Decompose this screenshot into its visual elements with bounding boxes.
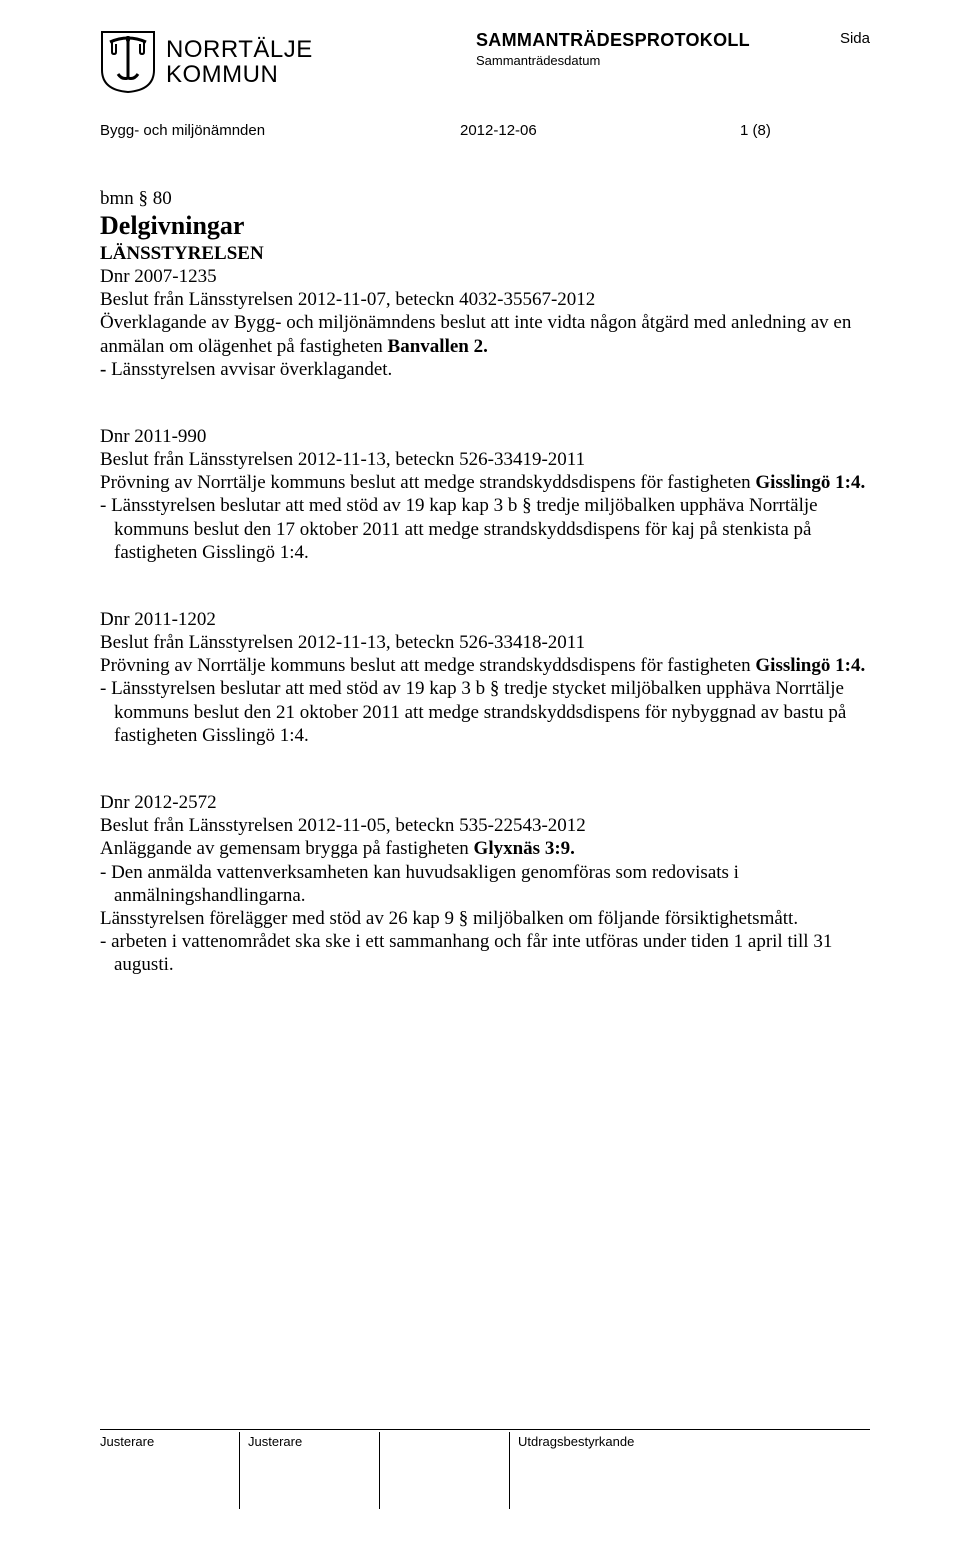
- content: bmn § 80 Delgivningar LÄNSSTYRELSEN Dnr …: [100, 187, 870, 976]
- entry-dnr: Dnr 2007-1235: [100, 265, 870, 288]
- entry-body: Överklagande av Bygg- och miljönämndens …: [100, 311, 870, 357]
- protocol-title: SAMMANTRÄDESPROTOKOLL: [476, 30, 750, 51]
- entry-body-bold: Gisslingö 1:4.: [755, 472, 865, 493]
- section-ref: bmn § 80: [100, 187, 870, 210]
- entry-body-pre: Prövning av Norrtälje kommuns beslut att…: [100, 655, 755, 676]
- subhead: LÄNSSTYRELSEN: [100, 242, 870, 265]
- footer-rule: [100, 1429, 870, 1430]
- page: NORRTÄLJE KOMMUN SAMMANTRÄDESPROTOKOLL S…: [0, 0, 960, 1559]
- entry-line: Beslut från Länsstyrelsen 2012-11-07, be…: [100, 288, 870, 311]
- entry-dnr: Dnr 2011-1202: [100, 608, 870, 631]
- entry-body-bold: Glyxnäs 3:9.: [474, 838, 575, 859]
- footer-row: Justerare Justerare Utdragsbestyrkande: [100, 1432, 870, 1509]
- meta-committee: Bygg- och miljönämnden: [100, 122, 460, 139]
- entry-result-prefix: -: [100, 359, 111, 380]
- logo-block: NORRTÄLJE KOMMUN: [100, 30, 313, 94]
- entry-body-pre: Anläggande av gemensam brygga på fastigh…: [100, 838, 474, 859]
- entry-mid: Länsstyrelsen förelägger med stöd av 26 …: [100, 907, 870, 930]
- entry-result-text: Länsstyrelsen avvisar överklagandet.: [111, 359, 392, 380]
- entry-item: - Den anmälda vattenverksamheten kan huv…: [100, 861, 870, 907]
- entry-body-pre: Prövning av Norrtälje kommuns beslut att…: [100, 472, 755, 493]
- header-right: SAMMANTRÄDESPROTOKOLL Sammanträdesdatum …: [436, 30, 870, 68]
- entry-body-bold: Banvallen 2.: [388, 336, 488, 357]
- entry-result: - Länsstyrelsen avvisar överklagandet.: [100, 358, 870, 381]
- entry-body: Anläggande av gemensam brygga på fastigh…: [100, 837, 870, 860]
- entry: Dnr 2011-990 Beslut från Länsstyrelsen 2…: [100, 425, 870, 564]
- entry: Dnr 2011-1202 Beslut från Länsstyrelsen …: [100, 608, 870, 747]
- entry-item: - arbeten i vattenområdet ska ske i ett …: [100, 930, 870, 976]
- meta-date: 2012-12-06: [460, 122, 740, 139]
- meta-row: Bygg- och miljönämnden 2012-12-06 1 (8): [100, 122, 870, 139]
- entry: Dnr 2012-2572 Beslut från Länsstyrelsen …: [100, 791, 870, 976]
- entry-item: - Länsstyrelsen beslutar att med stöd av…: [100, 494, 870, 564]
- shield-icon: [100, 30, 156, 94]
- entry-body-bold: Gisslingö 1:4.: [755, 655, 865, 676]
- entry-body: Prövning av Norrtälje kommuns beslut att…: [100, 654, 870, 677]
- footer: Justerare Justerare Utdragsbestyrkande: [100, 1429, 870, 1509]
- entry-dnr: Dnr 2012-2572: [100, 791, 870, 814]
- footer-empty: [380, 1432, 510, 1509]
- protocol-sub: Sammanträdesdatum: [476, 53, 750, 68]
- entry-item: - Länsstyrelsen beslutar att med stöd av…: [100, 677, 870, 747]
- org-name: NORRTÄLJE KOMMUN: [166, 37, 313, 87]
- footer-utdrag: Utdragsbestyrkande: [510, 1432, 870, 1509]
- page-title: Delgivningar: [100, 210, 870, 242]
- entry-dnr: Dnr 2011-990: [100, 425, 870, 448]
- entry-line: Beslut från Länsstyrelsen 2012-11-05, be…: [100, 814, 870, 837]
- entry-body: Prövning av Norrtälje kommuns beslut att…: [100, 471, 870, 494]
- entry-line: Beslut från Länsstyrelsen 2012-11-13, be…: [100, 631, 870, 654]
- header: NORRTÄLJE KOMMUN SAMMANTRÄDESPROTOKOLL S…: [100, 30, 870, 94]
- org-name-line2: KOMMUN: [166, 62, 313, 87]
- entry-line: Beslut från Länsstyrelsen 2012-11-13, be…: [100, 448, 870, 471]
- meta-page: 1 (8): [740, 122, 771, 139]
- protocol-block: SAMMANTRÄDESPROTOKOLL Sammanträdesdatum: [476, 30, 750, 68]
- entry: Dnr 2007-1235 Beslut från Länsstyrelsen …: [100, 265, 870, 381]
- footer-justerare-2: Justerare: [240, 1432, 380, 1509]
- footer-justerare-1: Justerare: [100, 1432, 240, 1509]
- sida-label: Sida: [840, 30, 870, 47]
- org-name-line1: NORRTÄLJE: [166, 37, 313, 62]
